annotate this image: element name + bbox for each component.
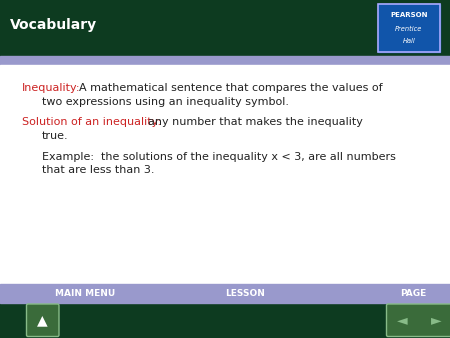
Bar	[0, 56, 450, 65]
Text: that are less than 3.: that are less than 3.	[42, 165, 154, 175]
Bar	[378, 4, 440, 52]
Text: two expressions using an inequality symbol.: two expressions using an inequality symb…	[42, 97, 289, 107]
Text: PEARSON: PEARSON	[390, 11, 428, 18]
Text: any number that makes the inequality: any number that makes the inequality	[148, 118, 363, 127]
Text: Inequality:: Inequality:	[22, 83, 81, 93]
Text: LESSON: LESSON	[225, 289, 265, 298]
Bar	[0, 0, 450, 56]
Text: ▲: ▲	[37, 313, 48, 327]
FancyBboxPatch shape	[387, 304, 450, 337]
Text: ◄: ◄	[397, 313, 408, 327]
Text: Example:  the solutions of the inequality x < 3, are all numbers: Example: the solutions of the inequality…	[42, 152, 396, 162]
Text: A mathematical sentence that compares the values of: A mathematical sentence that compares th…	[79, 83, 382, 93]
Bar	[0, 284, 450, 303]
Text: MAIN MENU: MAIN MENU	[55, 289, 115, 298]
Text: Hall: Hall	[403, 38, 415, 44]
FancyBboxPatch shape	[27, 304, 59, 337]
Text: true.: true.	[42, 131, 68, 141]
Text: Prentice: Prentice	[395, 26, 423, 32]
Text: ►: ►	[431, 313, 441, 327]
Text: Vocabulary: Vocabulary	[10, 18, 97, 32]
Bar	[378, 4, 440, 52]
Bar	[0, 303, 450, 338]
Text: PAGE: PAGE	[400, 289, 426, 298]
Text: Solution of an inequality:: Solution of an inequality:	[22, 118, 161, 127]
Bar	[0, 65, 450, 284]
